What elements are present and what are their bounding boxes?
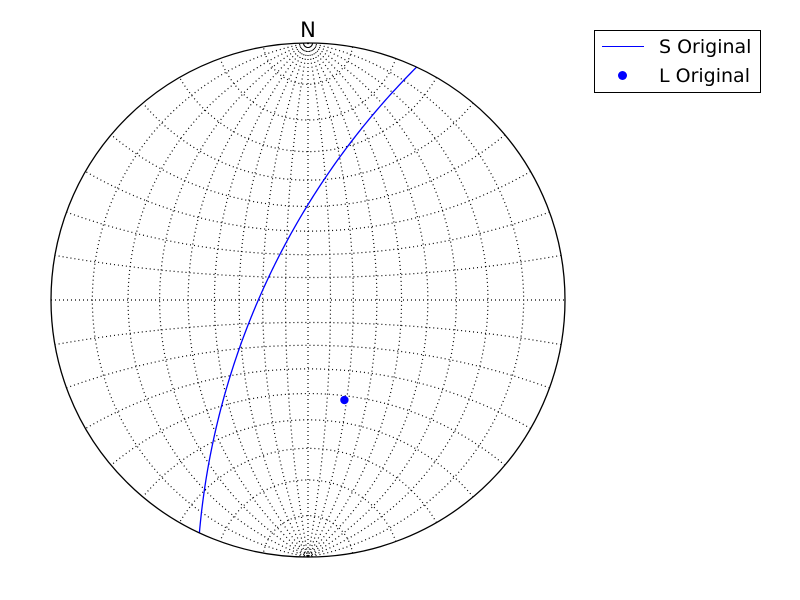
series-s-original-great-circle <box>198 66 418 533</box>
legend-label: S Original <box>659 36 752 58</box>
grid-great-circle <box>307 42 489 558</box>
legend-line-swatch <box>602 46 644 47</box>
stereonet-data <box>198 66 418 533</box>
grid-small-circle <box>54 321 562 346</box>
grid-great-circle <box>307 42 354 558</box>
grid-small-circle <box>110 392 506 466</box>
grid-great-circle <box>187 42 309 558</box>
grid-great-circle <box>307 42 403 558</box>
legend: S Original L Original <box>594 30 761 93</box>
series-l-original-point <box>340 395 349 405</box>
grid-great-circle <box>238 42 309 558</box>
grid-great-circle <box>307 42 457 558</box>
primitive-circle <box>50 42 566 558</box>
grid-great-circle <box>262 42 309 558</box>
legend-label: L Original <box>659 65 750 87</box>
grid-small-circle <box>85 170 531 232</box>
legend-entry-l-original: L Original <box>595 64 760 88</box>
grid-small-circle <box>110 134 506 208</box>
north-label: N <box>300 18 316 42</box>
grid-small-circle <box>85 368 531 430</box>
grid-small-circle <box>142 419 474 498</box>
grid-great-circle <box>307 42 378 558</box>
grid-small-circle <box>262 515 354 554</box>
grid-small-circle <box>178 77 438 153</box>
grid-small-circle <box>66 211 550 256</box>
grid-great-circle <box>159 42 309 558</box>
grid-great-circle <box>91 42 309 558</box>
grid-small-circle <box>142 102 474 181</box>
legend-entry-s-original: S Original <box>595 35 760 59</box>
stereonet-grid <box>51 42 565 558</box>
grid-small-circle <box>262 46 354 85</box>
grid-great-circle <box>284 42 309 558</box>
legend-dot-swatch <box>618 71 627 80</box>
grid-small-circle <box>219 479 397 542</box>
grid-great-circle <box>213 42 309 558</box>
